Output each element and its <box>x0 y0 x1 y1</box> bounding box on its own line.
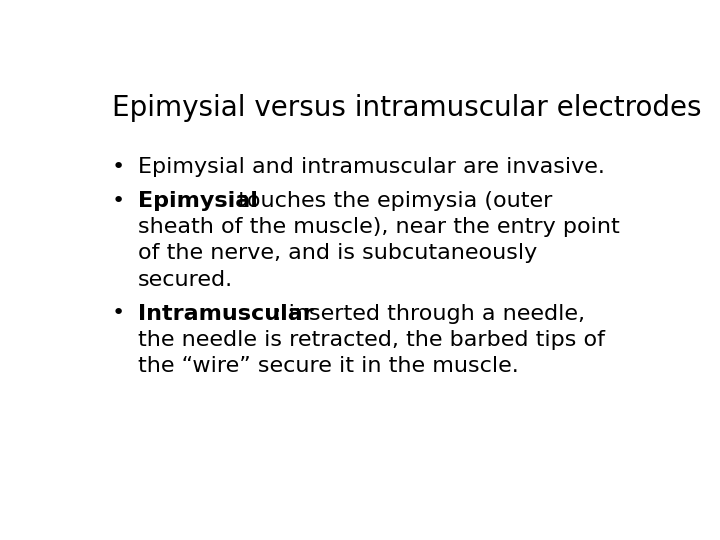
Text: : inserted through a needle,: : inserted through a needle, <box>274 303 585 323</box>
Text: Epimysial and intramuscular are invasive.: Epimysial and intramuscular are invasive… <box>138 157 605 177</box>
Text: of the nerve, and is subcutaneously: of the nerve, and is subcutaneously <box>138 244 537 264</box>
Text: touches the epimysia (outer: touches the epimysia (outer <box>231 191 552 211</box>
Text: •: • <box>112 303 125 323</box>
Text: Epimysial: Epimysial <box>138 191 258 211</box>
Text: the “wire” secure it in the muscle.: the “wire” secure it in the muscle. <box>138 356 519 376</box>
Text: sheath of the muscle), near the entry point: sheath of the muscle), near the entry po… <box>138 217 620 237</box>
Text: Epimysial versus intramuscular electrodes: Epimysial versus intramuscular electrode… <box>112 94 701 122</box>
Text: Intramuscular: Intramuscular <box>138 303 314 323</box>
Text: •: • <box>112 157 125 177</box>
Text: secured.: secured. <box>138 269 233 289</box>
Text: the needle is retracted, the barbed tips of: the needle is retracted, the barbed tips… <box>138 330 605 350</box>
Text: •: • <box>112 191 125 211</box>
